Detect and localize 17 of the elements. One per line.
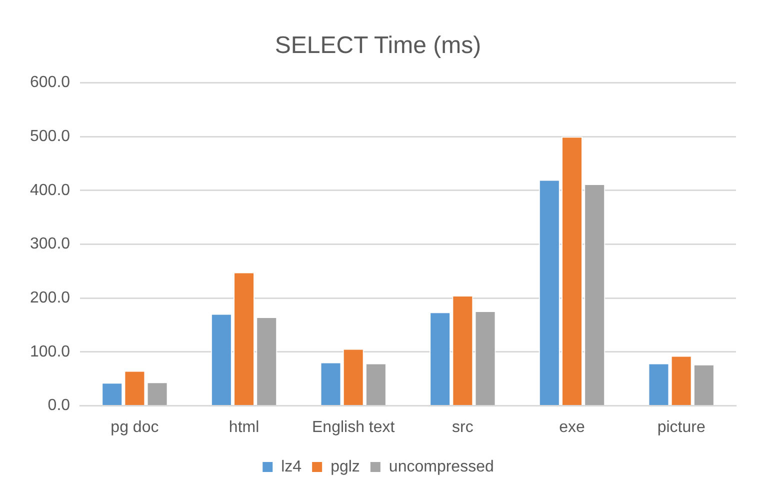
x-tick-label: English text	[312, 418, 396, 436]
chart-title: SELECT Time (ms)	[274, 32, 482, 60]
legend-label: pglz	[330, 458, 360, 476]
y-tick-label: 300.0	[30, 236, 70, 253]
x-tick-label: exe	[559, 418, 586, 436]
y-tick-label: 400.0	[30, 182, 70, 199]
legend-label: lz4	[281, 458, 302, 476]
x-tick-label: html	[228, 418, 260, 436]
x-tick-label: src	[452, 418, 474, 436]
y-tick-label: 600.0	[30, 74, 70, 92]
x-tick-label: picture	[657, 418, 706, 436]
y-tick-label: 100.0	[30, 343, 70, 360]
x-tick-label: pg doc	[110, 418, 159, 436]
legend-label: uncompressed	[388, 458, 494, 476]
y-tick-label: 500.0	[30, 128, 70, 146]
y-tick-label: 0.0	[48, 397, 70, 414]
y-tick-label: 200.0	[30, 290, 70, 307]
